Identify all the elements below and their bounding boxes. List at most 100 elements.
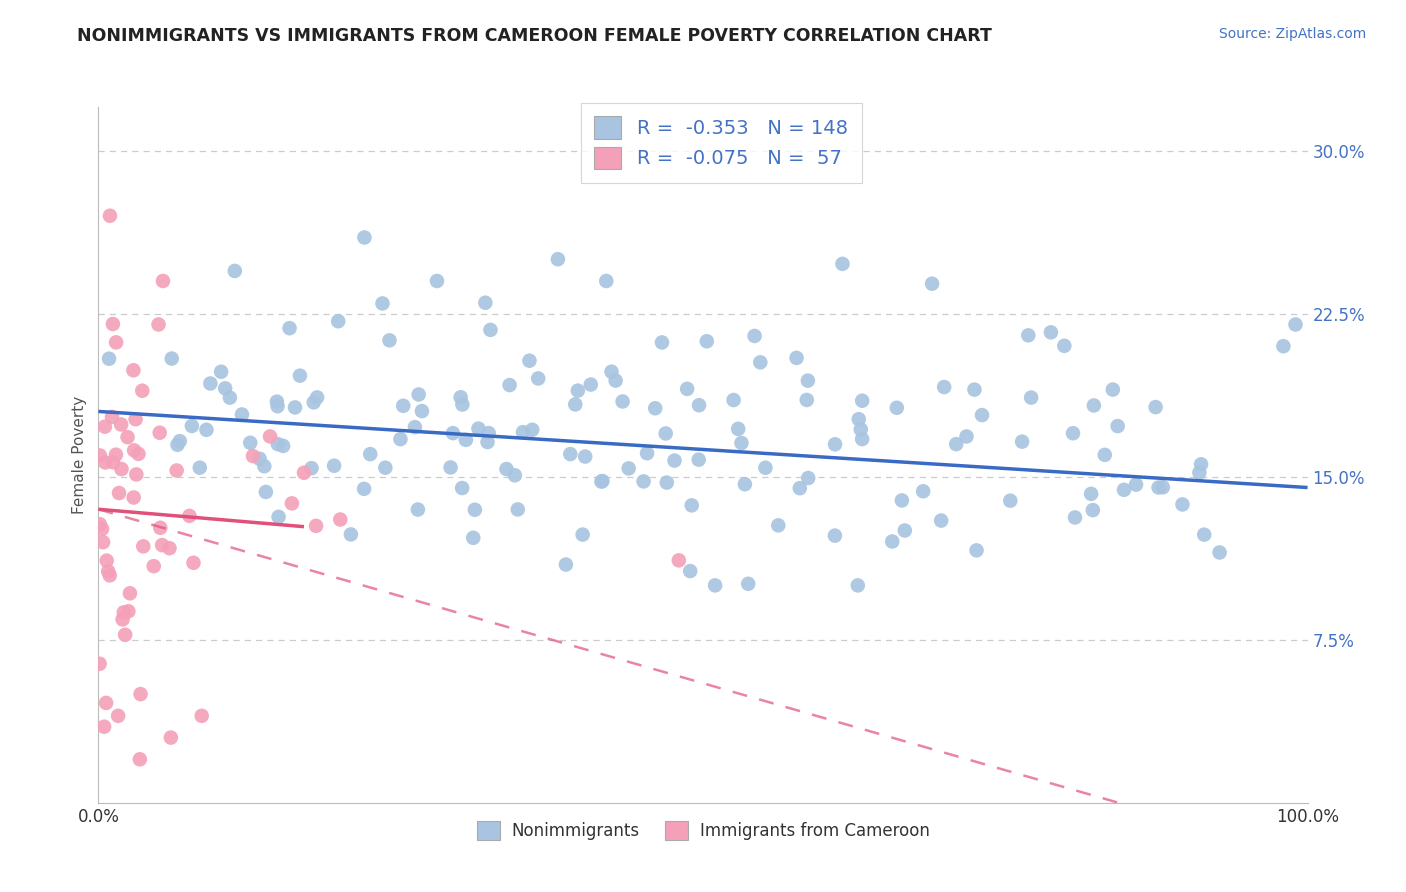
Point xyxy=(849,422,872,436)
Point xyxy=(797,471,820,485)
Point xyxy=(101,409,124,424)
Point xyxy=(152,274,174,288)
Point xyxy=(454,433,477,447)
Point xyxy=(495,462,517,476)
Point xyxy=(1208,545,1230,559)
Point xyxy=(389,432,412,446)
Point xyxy=(617,461,640,475)
Point xyxy=(329,512,352,526)
Point xyxy=(970,408,993,422)
Point xyxy=(408,387,430,401)
Point xyxy=(1062,426,1084,441)
Point xyxy=(547,252,569,267)
Point xyxy=(105,335,128,350)
Point xyxy=(266,394,288,409)
Point xyxy=(654,426,676,441)
Point xyxy=(129,687,152,701)
Point xyxy=(267,437,290,451)
Point xyxy=(945,437,967,451)
Point xyxy=(451,397,474,411)
Point xyxy=(209,365,232,379)
Point xyxy=(633,475,655,489)
Point xyxy=(93,720,115,734)
Point xyxy=(824,437,846,451)
Point xyxy=(737,576,759,591)
Point xyxy=(149,521,172,535)
Point xyxy=(89,657,111,671)
Point xyxy=(353,230,375,244)
Point xyxy=(567,384,589,398)
Point xyxy=(554,558,576,572)
Point xyxy=(1011,434,1033,449)
Point xyxy=(108,486,131,500)
Point xyxy=(503,468,526,483)
Point xyxy=(110,462,132,476)
Point xyxy=(111,612,134,626)
Point xyxy=(749,355,772,369)
Point xyxy=(1039,326,1062,340)
Point xyxy=(239,435,262,450)
Point xyxy=(166,463,188,477)
Point xyxy=(1144,400,1167,414)
Point xyxy=(94,455,117,469)
Point xyxy=(305,519,328,533)
Y-axis label: Female Poverty: Female Poverty xyxy=(72,396,87,514)
Point xyxy=(467,422,489,436)
Point xyxy=(301,461,323,475)
Point xyxy=(1125,477,1147,491)
Point xyxy=(730,436,752,450)
Point xyxy=(284,401,307,415)
Point xyxy=(1053,339,1076,353)
Point xyxy=(723,392,745,407)
Point xyxy=(96,554,118,568)
Point xyxy=(595,274,617,288)
Point xyxy=(786,351,808,365)
Point xyxy=(392,399,415,413)
Point xyxy=(664,453,686,467)
Point xyxy=(929,514,952,528)
Point xyxy=(744,329,766,343)
Point xyxy=(132,539,155,553)
Point xyxy=(704,578,727,592)
Point xyxy=(1112,483,1135,497)
Point xyxy=(796,392,818,407)
Point xyxy=(183,556,205,570)
Point xyxy=(600,365,623,379)
Point xyxy=(612,394,634,409)
Point xyxy=(848,412,870,426)
Point xyxy=(696,334,718,349)
Point xyxy=(180,419,202,434)
Point xyxy=(150,538,173,552)
Point xyxy=(426,274,449,288)
Point xyxy=(797,374,820,388)
Point xyxy=(934,380,956,394)
Point xyxy=(353,482,375,496)
Point xyxy=(94,696,117,710)
Point xyxy=(474,295,496,310)
Point xyxy=(195,423,218,437)
Point xyxy=(128,752,150,766)
Point xyxy=(921,277,943,291)
Point xyxy=(122,491,145,505)
Point xyxy=(1188,466,1211,480)
Point xyxy=(894,524,917,538)
Point xyxy=(288,368,311,383)
Point xyxy=(114,628,136,642)
Point xyxy=(1000,493,1022,508)
Point xyxy=(1019,391,1042,405)
Point xyxy=(169,434,191,449)
Point xyxy=(374,460,396,475)
Point xyxy=(912,484,935,499)
Point xyxy=(574,450,596,464)
Point xyxy=(727,422,749,436)
Point xyxy=(91,522,114,536)
Point xyxy=(117,604,139,618)
Point xyxy=(1017,328,1039,343)
Point xyxy=(160,351,183,366)
Point xyxy=(122,443,145,458)
Point xyxy=(190,708,212,723)
Point xyxy=(734,477,756,491)
Point xyxy=(124,412,146,426)
Point xyxy=(522,423,544,437)
Point xyxy=(94,419,117,434)
